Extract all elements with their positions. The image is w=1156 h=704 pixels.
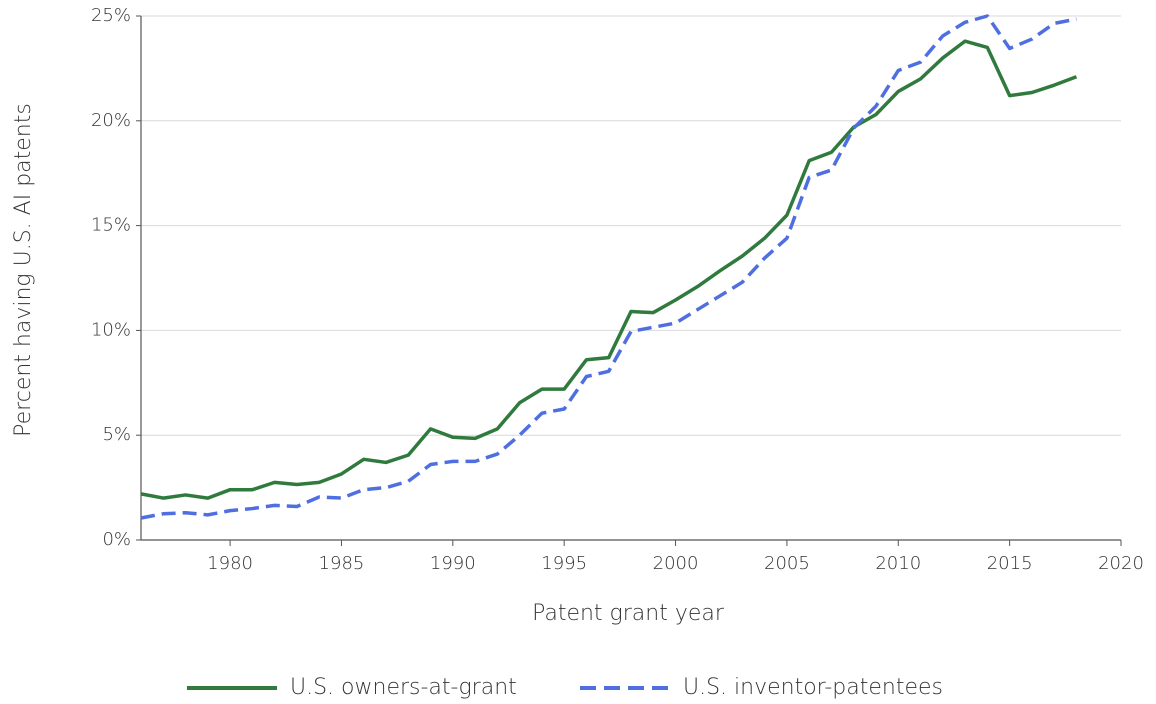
y-tick-label: 5% bbox=[102, 424, 131, 445]
x-axis-label: Patent grant year bbox=[532, 601, 725, 626]
line-series bbox=[140, 39, 1078, 500]
x-tick-label: 1985 bbox=[319, 553, 365, 574]
y-tick-label: 0% bbox=[102, 529, 131, 550]
y-tick-label: 15% bbox=[91, 215, 131, 236]
x-tick-label: 1980 bbox=[207, 553, 253, 574]
legend-label: U.S. inventor-patentees bbox=[683, 675, 943, 700]
line-series bbox=[140, 14, 1077, 520]
x-tick-label: 2010 bbox=[875, 553, 921, 574]
x-tick-label: 1990 bbox=[430, 553, 476, 574]
x-tick-label: 2005 bbox=[764, 553, 810, 574]
y-axis-label: Percent having U.S. AI patents bbox=[11, 103, 36, 437]
legend-label: U.S. owners-at-grant bbox=[290, 675, 517, 700]
x-tick-label: 2020 bbox=[1098, 553, 1144, 574]
y-tick-label: 20% bbox=[91, 110, 131, 131]
x-tick-label: 1995 bbox=[541, 553, 587, 574]
y-tick-label: 10% bbox=[91, 319, 131, 340]
x-tick-label: 2015 bbox=[987, 553, 1033, 574]
y-tick-label: 25% bbox=[91, 5, 131, 26]
x-tick-label: 2000 bbox=[653, 553, 699, 574]
